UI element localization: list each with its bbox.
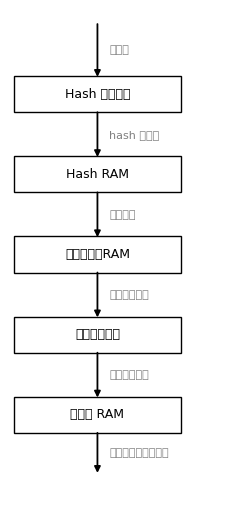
- Text: 分组查找结果: 分组查找结果: [109, 290, 148, 300]
- Bar: [14, 317, 180, 352]
- Bar: [14, 236, 180, 273]
- Text: 查找地址: 查找地址: [109, 210, 135, 220]
- Bar: [14, 397, 180, 433]
- Text: hash 关键字: hash 关键字: [109, 130, 159, 140]
- Text: 分组合并逻辑: 分组合并逻辑: [75, 328, 119, 341]
- Bar: [14, 157, 180, 192]
- Text: 最高优先级查找结果: 最高优先级查找结果: [109, 448, 168, 458]
- Text: Hash 算法映射: Hash 算法映射: [64, 88, 130, 100]
- Text: 多个查找结果: 多个查找结果: [109, 370, 148, 380]
- Text: 规则库存储RAM: 规则库存储RAM: [65, 248, 129, 261]
- Text: Hash RAM: Hash RAM: [66, 168, 128, 181]
- Bar: [14, 76, 180, 112]
- Text: 优先级 RAM: 优先级 RAM: [70, 409, 124, 421]
- Text: 关键字: 关键字: [109, 45, 128, 56]
